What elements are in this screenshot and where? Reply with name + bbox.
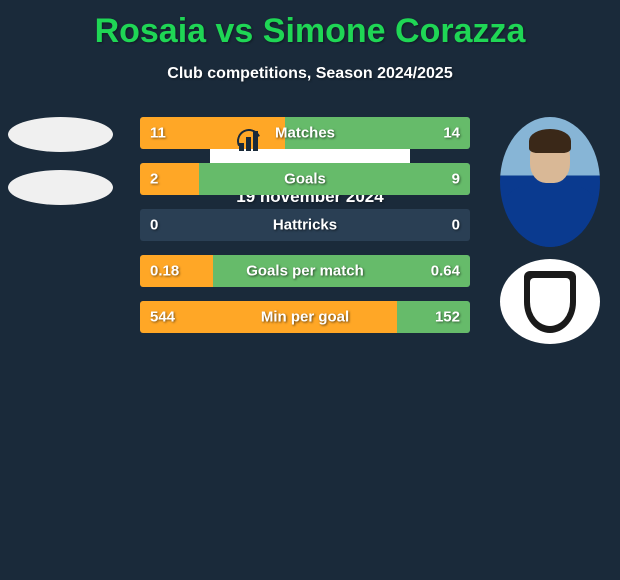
- stat-right-value: 0: [452, 217, 460, 234]
- subtitle: Club competitions, Season 2024/2025: [0, 65, 620, 83]
- left-player-column: [8, 117, 113, 223]
- stat-left-value: 0.18: [150, 263, 179, 280]
- stat-left-value: 2: [150, 171, 158, 188]
- stat-right-value: 14: [443, 125, 460, 142]
- page-title: Rosaia vs Simone Corazza: [0, 0, 620, 51]
- stat-bar-left: [140, 163, 199, 195]
- stat-bars: 11 14 Matches 2 9 Goals 0 0 Hattricks 0.18 0.64 Goa…: [140, 117, 470, 347]
- stat-right-value: 0.64: [431, 263, 460, 280]
- stat-bar-right: [199, 163, 470, 195]
- stat-right-value: 152: [435, 309, 460, 326]
- stat-row: 2 9 Goals: [140, 163, 470, 195]
- left-player-photo-placeholder: [8, 117, 113, 152]
- stat-label: Goals: [284, 171, 326, 188]
- right-player-club-logo: [500, 259, 600, 344]
- stat-label: Hattricks: [273, 217, 337, 234]
- stat-label: Matches: [275, 125, 335, 142]
- stat-left-value: 11: [150, 125, 166, 142]
- right-player-photo: [500, 117, 600, 247]
- fctables-icon: [239, 131, 263, 151]
- stat-label: Goals per match: [246, 263, 364, 280]
- right-player-column: [500, 117, 600, 344]
- stat-row: 11 14 Matches: [140, 117, 470, 149]
- stat-right-value: 9: [452, 171, 460, 188]
- stat-left-value: 0: [150, 217, 158, 234]
- stat-row: 544 152 Min per goal: [140, 301, 470, 333]
- stat-label: Min per goal: [261, 309, 349, 326]
- stat-row: 0 0 Hattricks: [140, 209, 470, 241]
- stat-row: 0.18 0.64 Goals per match: [140, 255, 470, 287]
- left-player-club-placeholder: [8, 170, 113, 205]
- stat-left-value: 544: [150, 309, 175, 326]
